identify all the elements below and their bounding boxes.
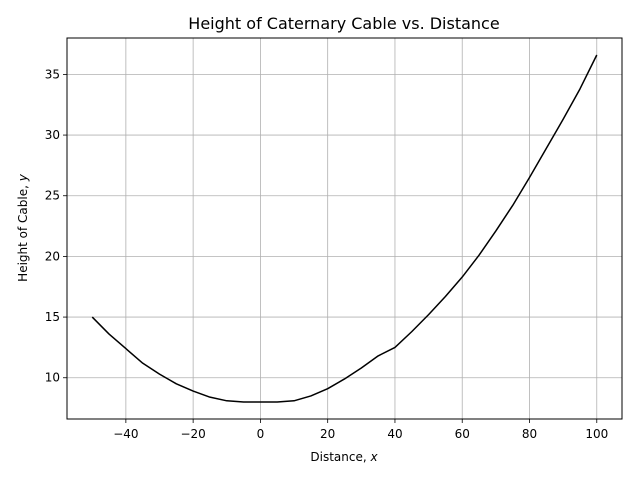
x-tick-label: 40 <box>387 427 402 441</box>
y-axis-title: Height of Cable, y <box>16 173 30 282</box>
series-layer <box>91 54 598 403</box>
series-line <box>91 54 598 403</box>
x-tick-label: −20 <box>180 427 205 441</box>
y-axis-title-variable: y <box>16 173 30 182</box>
y-tick-label: 20 <box>45 249 60 263</box>
x-tick-label: 100 <box>585 427 608 441</box>
y-tick-label: 30 <box>45 128 60 142</box>
x-axis: −40 −20 0 20 40 60 80 100 <box>113 419 608 441</box>
chart-title: Height of Caternary Cable vs. Distance <box>188 14 499 33</box>
x-tick-label: 20 <box>320 427 335 441</box>
grid <box>67 38 622 419</box>
x-tick-label: 0 <box>257 427 265 441</box>
x-tick-label: 80 <box>522 427 537 441</box>
x-axis-title-variable: x <box>370 450 379 464</box>
y-axis-title-text: Height of Cable, <box>16 181 30 282</box>
plot-frame <box>66 37 623 420</box>
y-tick-label: 10 <box>45 371 60 385</box>
y-tick-label: 35 <box>45 67 60 81</box>
y-tick-label: 25 <box>45 189 60 203</box>
y-tick-label: 15 <box>45 310 60 324</box>
x-axis-title: Distance, x <box>310 450 378 464</box>
x-axis-title-text: Distance, <box>310 450 370 464</box>
y-axis: 10 15 20 25 30 35 <box>45 67 67 385</box>
x-tick-label: 60 <box>455 427 470 441</box>
x-tick-label: −40 <box>113 427 138 441</box>
